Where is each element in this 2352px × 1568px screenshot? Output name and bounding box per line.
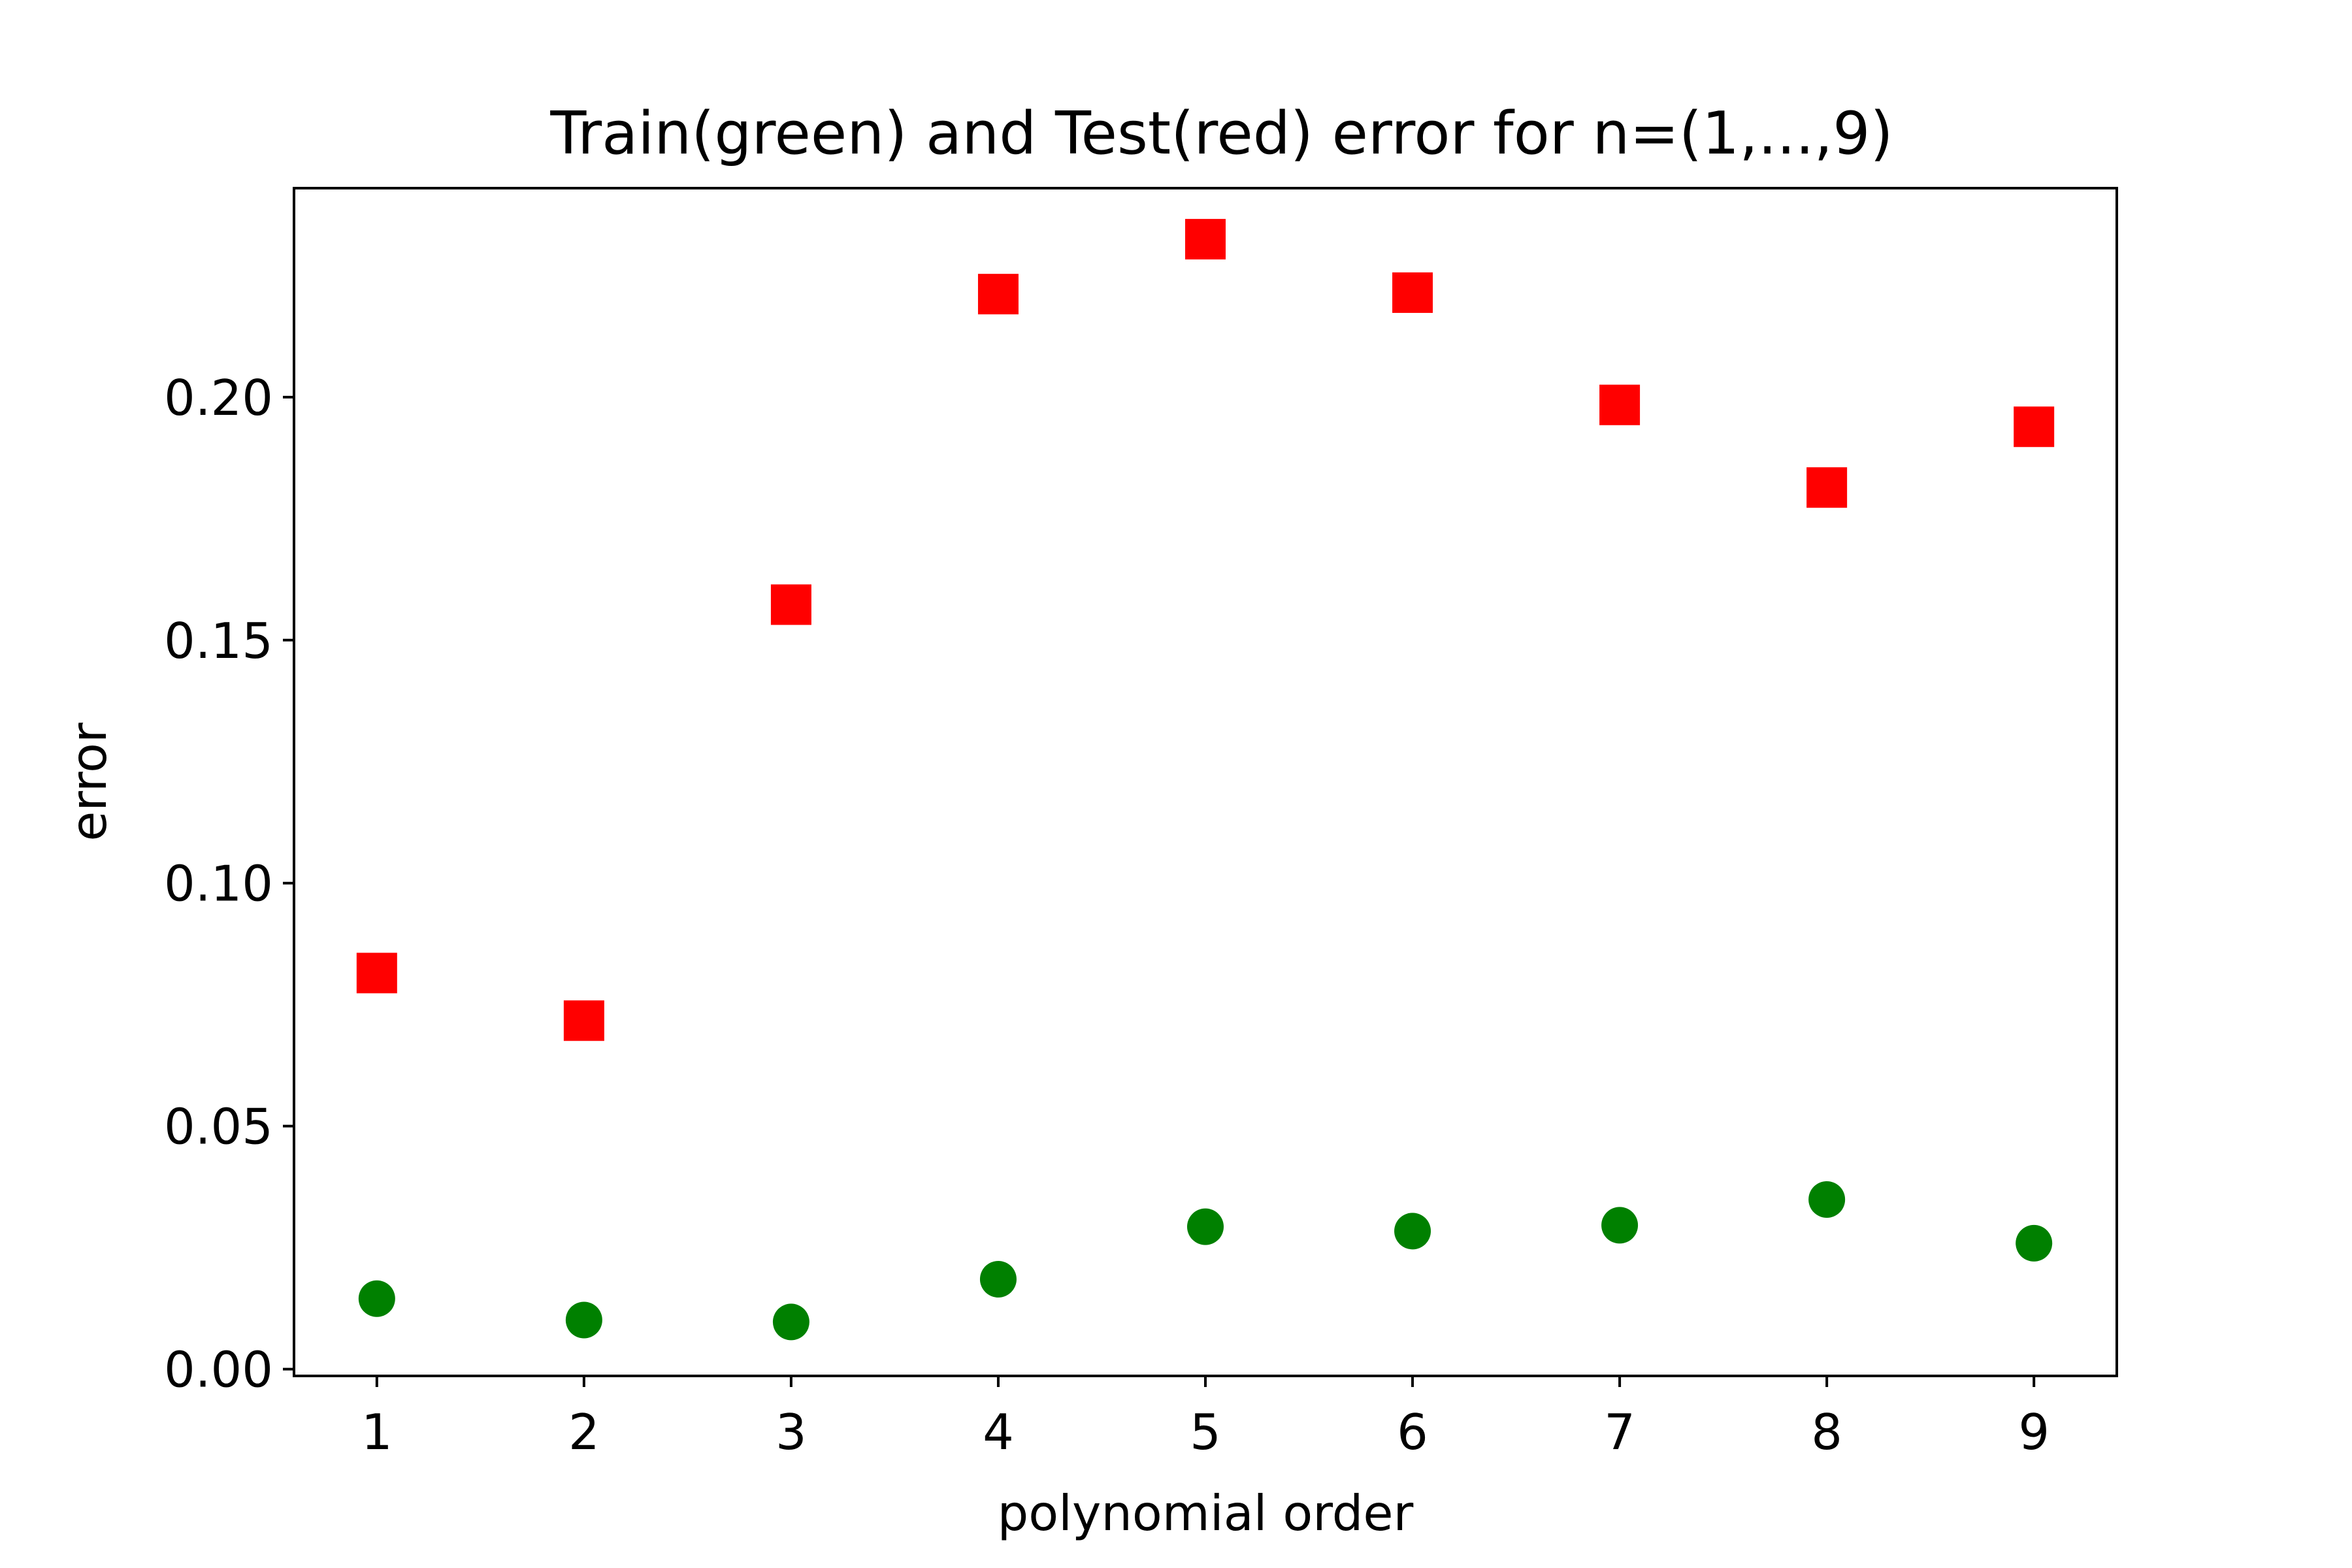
train-error-point xyxy=(1601,1207,1639,1244)
x-axis-label: polynomial order xyxy=(998,1484,1414,1542)
train-error-point xyxy=(2016,1224,2053,1262)
x-axis-ticks: 1 2 3 4 5 6 7 8 9 xyxy=(361,1376,2050,1461)
chart-title: Train(green) and Test(red) error for n=(… xyxy=(549,99,1893,168)
x-tick-label: 8 xyxy=(1811,1403,1842,1461)
y-axis-ticks: 0.00 0.05 0.10 0.15 0.20 xyxy=(164,369,294,1399)
y-tick-label: 0.20 xyxy=(164,369,273,427)
plot-frame xyxy=(293,187,2118,1377)
x-tick-label: 5 xyxy=(1190,1403,1221,1461)
train-error-point xyxy=(1187,1208,1224,1245)
x-tick-label: 3 xyxy=(776,1403,807,1461)
test-error-point xyxy=(1599,384,1641,425)
test-error-point xyxy=(977,274,1019,315)
x-tick-label: 1 xyxy=(361,1403,393,1461)
test-error-point xyxy=(2014,406,2055,448)
x-tick-label: 4 xyxy=(983,1403,1014,1461)
train-error-point xyxy=(358,1280,395,1317)
test-error-point xyxy=(563,1000,604,1041)
y-tick-label: 0.15 xyxy=(164,612,273,670)
x-tick-label: 7 xyxy=(1604,1403,1635,1461)
x-tick-label: 6 xyxy=(1397,1403,1428,1461)
plot-background xyxy=(294,188,2117,1376)
x-tick-label: 2 xyxy=(568,1403,600,1461)
test-error-point xyxy=(356,953,397,994)
test-error-point xyxy=(1392,272,1433,313)
train-error-point xyxy=(979,1260,1017,1298)
test-error-series xyxy=(356,219,2055,1041)
y-axis-label: error xyxy=(60,723,118,841)
x-tick-label: 9 xyxy=(2018,1403,2050,1461)
plot-area xyxy=(294,188,2117,1376)
train-error-point xyxy=(565,1301,602,1339)
y-tick-label: 0.10 xyxy=(164,855,273,913)
data-series xyxy=(356,219,2055,1341)
train-error-point xyxy=(772,1303,809,1341)
train-error-series xyxy=(358,1181,2053,1341)
test-error-point xyxy=(1806,467,1848,508)
y-tick-label: 0.00 xyxy=(164,1341,273,1399)
train-error-point xyxy=(1394,1213,1431,1250)
y-tick-label: 0.05 xyxy=(164,1098,273,1156)
train-error-point xyxy=(1808,1181,1846,1218)
test-error-point xyxy=(1185,219,1226,260)
test-error-point xyxy=(770,584,811,625)
